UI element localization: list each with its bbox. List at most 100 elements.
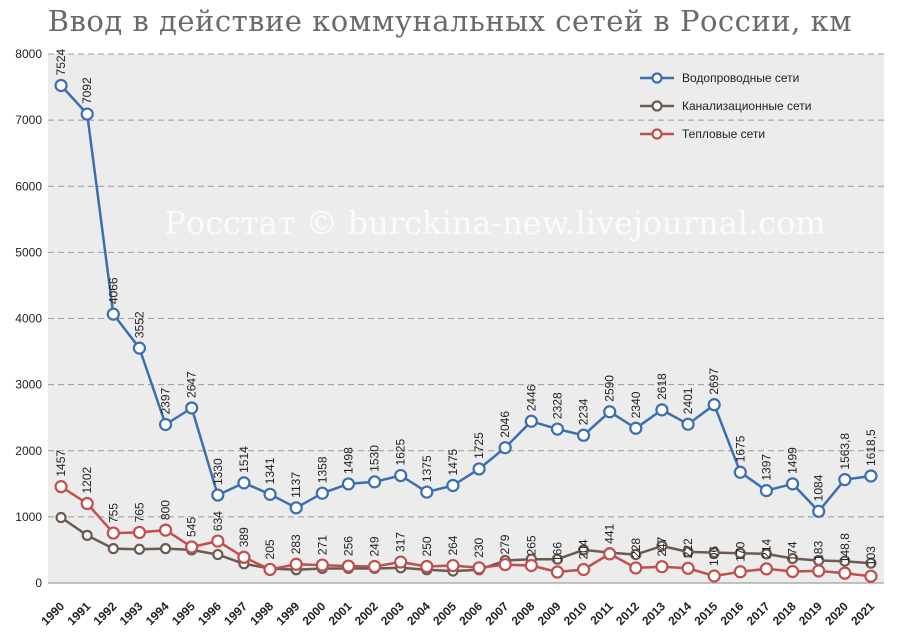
heating-point xyxy=(420,559,434,574)
heating-point xyxy=(289,557,303,571)
x-tick-label: 2000 xyxy=(300,599,329,628)
heating-data-label: 174 xyxy=(786,541,800,561)
sewerage-point xyxy=(708,546,720,559)
x-tick-label: 2006 xyxy=(456,599,485,628)
x-tick-label: 2014 xyxy=(665,599,694,628)
heating-point xyxy=(80,496,94,511)
sewerage-point xyxy=(630,548,642,561)
y-tick-label: 2000 xyxy=(15,444,42,458)
water-supply-data-label: 2446 xyxy=(524,384,538,411)
water-supply-data-label: 1330 xyxy=(211,458,225,485)
x-tick-label: 2010 xyxy=(561,599,590,628)
water-supply-point xyxy=(237,476,251,490)
x-tick-label: 2007 xyxy=(483,599,512,628)
legend-label-sewerage: Канализационные сети xyxy=(682,99,811,113)
heating-point xyxy=(707,569,721,583)
water-supply-data-label: 7524 xyxy=(54,48,68,75)
water-supply-point xyxy=(80,107,94,121)
heating-point xyxy=(785,564,800,579)
legend-marker-water-supply xyxy=(651,72,663,84)
y-tick-label: 6000 xyxy=(15,179,42,193)
x-tick-label: 2011 xyxy=(587,599,616,628)
water-supply-point xyxy=(733,465,747,479)
heating-point xyxy=(341,559,356,573)
water-supply-data-label: 2697 xyxy=(707,368,721,395)
water-supply-data-label: 2397 xyxy=(159,387,173,414)
heating-data-label: 148,8 xyxy=(838,533,852,563)
legend-marker-sewerage xyxy=(651,100,663,112)
y-tick-label: 7000 xyxy=(15,113,42,127)
water-supply-data-label: 1137 xyxy=(289,472,303,498)
water-supply-data-label: 1725 xyxy=(472,432,486,459)
water-supply-point xyxy=(655,403,669,417)
water-supply-point xyxy=(341,477,356,491)
heating-data-label: 389 xyxy=(237,527,251,547)
heating-data-label: 247 xyxy=(655,536,669,556)
water-supply-data-label: 1514 xyxy=(237,446,251,473)
heating-point xyxy=(132,525,147,540)
heating-data-label: 765 xyxy=(132,502,146,522)
water-supply-point xyxy=(394,468,408,483)
heating-point xyxy=(733,565,747,579)
water-supply-data-label: 1375 xyxy=(420,455,434,482)
heating-point xyxy=(263,562,277,577)
sewerage-point xyxy=(760,548,773,560)
heating-data-label: 250 xyxy=(420,536,434,556)
water-supply-point xyxy=(524,414,538,428)
heating-data-label: 228 xyxy=(629,538,643,558)
water-supply-data-label: 1475 xyxy=(446,448,460,475)
y-tick-label: 3000 xyxy=(15,378,42,392)
sewerage-point xyxy=(212,548,224,561)
heating-point xyxy=(54,480,68,494)
water-supply-point xyxy=(629,421,643,435)
water-supply-data-label: 1625 xyxy=(394,439,408,466)
x-tick-label: 2017 xyxy=(744,599,773,628)
heating-point xyxy=(106,526,120,540)
heating-point xyxy=(603,547,617,561)
heating-data-label: 271 xyxy=(315,535,329,555)
x-tick-label: 1990 xyxy=(38,599,67,628)
water-supply-data-label: 1358 xyxy=(315,456,329,483)
x-tick-label: 2002 xyxy=(352,599,381,628)
water-supply-point xyxy=(263,487,277,501)
x-tick-label: 1996 xyxy=(195,599,224,628)
heating-data-label: 265 xyxy=(524,535,538,555)
heating-point xyxy=(315,558,329,572)
water-supply-point xyxy=(367,475,382,489)
water-supply-data-label: 1498 xyxy=(341,447,355,474)
water-supply-point xyxy=(550,422,565,436)
water-supply-data-label: 1341 xyxy=(263,457,277,484)
x-tick-label: 2005 xyxy=(430,599,459,628)
y-tick-label: 4000 xyxy=(15,312,42,326)
sewerage-point xyxy=(786,552,799,565)
water-supply-data-label: 2590 xyxy=(603,375,617,402)
heating-data-label: 230 xyxy=(472,537,486,557)
x-tick-label: 2019 xyxy=(796,599,825,628)
heating-point xyxy=(472,561,486,575)
sewerage-point xyxy=(577,544,590,556)
heating-data-label: 755 xyxy=(106,503,120,523)
heating-data-label: 800 xyxy=(159,500,173,520)
water-supply-data-label: 2647 xyxy=(185,371,199,398)
heating-data-label: 256 xyxy=(341,536,355,556)
x-tick-label: 1995 xyxy=(169,599,198,628)
heating-point xyxy=(655,560,669,574)
water-supply-data-label: 1563,8 xyxy=(838,433,852,470)
legend-marker-heating xyxy=(651,128,663,140)
x-tick-label: 1998 xyxy=(247,599,276,628)
heating-point xyxy=(237,550,251,564)
water-supply-point xyxy=(498,441,512,455)
x-tick-label: 1997 xyxy=(221,599,250,628)
heating-data-label: 103 xyxy=(864,546,878,566)
water-supply-data-label: 2328 xyxy=(550,392,564,419)
heating-data-label: 205 xyxy=(263,539,277,559)
x-tick-label: 2008 xyxy=(509,599,538,628)
heating-point xyxy=(158,523,173,537)
water-supply-point xyxy=(759,484,774,498)
heating-point xyxy=(812,564,826,578)
water-supply-data-label: 1675 xyxy=(733,435,747,462)
water-supply-point xyxy=(864,469,878,483)
water-supply-point xyxy=(315,486,329,500)
water-supply-data-label: 7092 xyxy=(80,77,94,104)
